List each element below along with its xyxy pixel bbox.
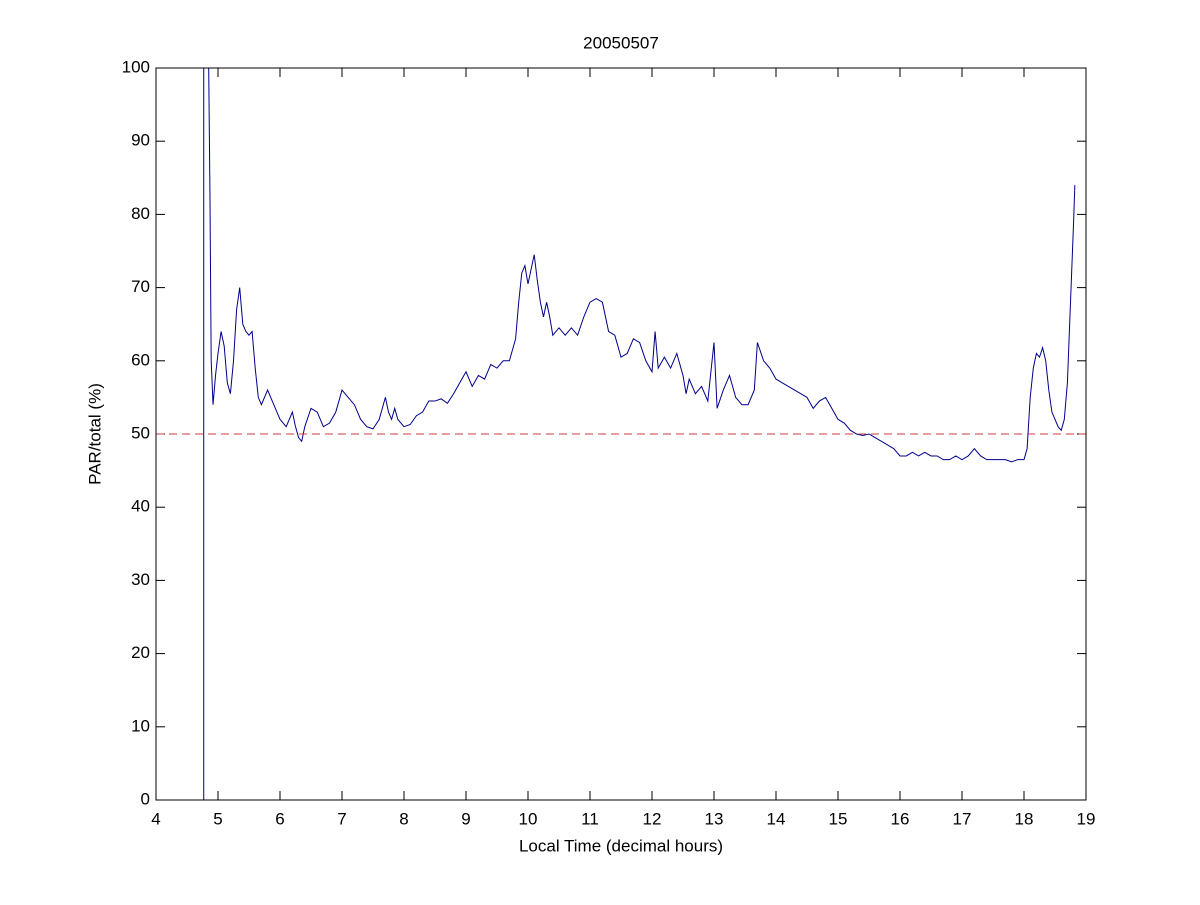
y-tick-label: 60 [131, 350, 150, 369]
x-tick-label: 7 [337, 809, 346, 828]
x-tick-label: 19 [1077, 809, 1096, 828]
chart-title: 20050507 [583, 33, 659, 52]
x-tick-label: 17 [953, 809, 972, 828]
x-tick-label: 5 [213, 809, 222, 828]
x-tick-label: 9 [461, 809, 470, 828]
y-tick-label: 50 [131, 423, 150, 442]
x-tick-label: 12 [643, 809, 662, 828]
x-tick-label: 18 [1015, 809, 1034, 828]
x-tick-label: 6 [275, 809, 284, 828]
x-tick-label: 15 [829, 809, 848, 828]
y-tick-label: 70 [131, 277, 150, 296]
y-tick-label: 0 [141, 789, 150, 808]
x-tick-label: 16 [891, 809, 910, 828]
y-tick-label: 30 [131, 570, 150, 589]
plot-layer [203, 68, 1076, 800]
x-tick-label: 10 [519, 809, 538, 828]
plot-frame [155, 67, 1087, 801]
y-axis-label: PAR/total (%) [85, 383, 104, 485]
y-tick-label: 40 [131, 497, 150, 516]
data-line [203, 68, 1076, 800]
x-tick-label: 13 [705, 809, 724, 828]
y-tick-label: 90 [131, 131, 150, 150]
x-tick-label: 4 [151, 809, 160, 828]
y-tick-label: 100 [122, 57, 150, 76]
x-axis-label: Local Time (decimal hours) [519, 836, 723, 855]
x-tick-label: 11 [581, 809, 599, 828]
x-tick-label: 14 [767, 809, 786, 828]
y-tick-label: 80 [131, 204, 150, 223]
x-tick-label: 8 [399, 809, 408, 828]
plot-area [156, 68, 1086, 800]
y-tick-label: 20 [131, 643, 150, 662]
y-tick-label: 10 [131, 716, 150, 735]
